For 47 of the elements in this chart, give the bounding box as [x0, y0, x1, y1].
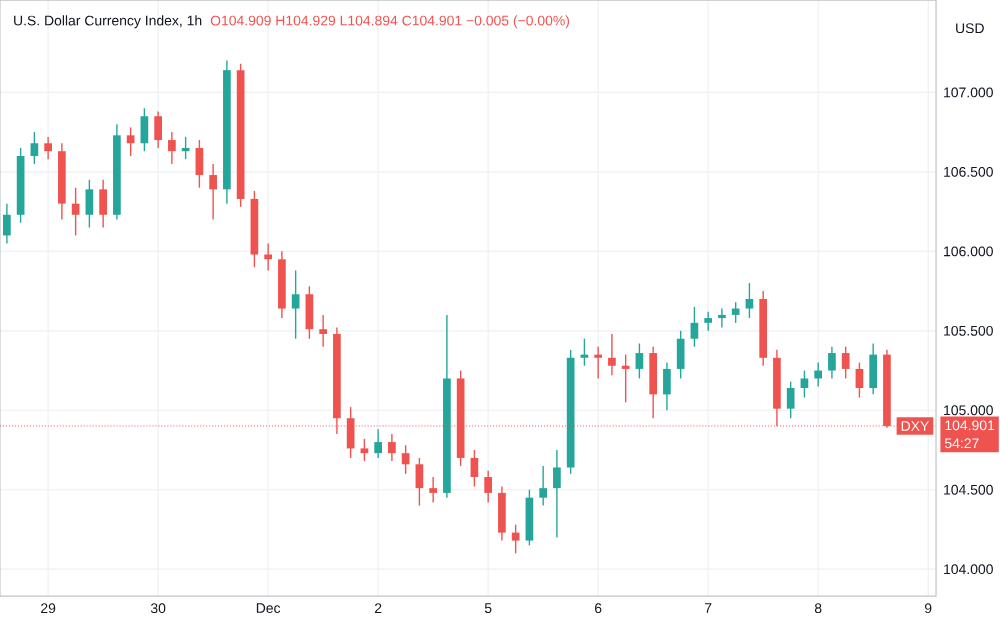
candlestick [126, 126, 135, 157]
candlestick [140, 107, 149, 152]
candlestick [649, 345, 658, 419]
candlestick [676, 330, 685, 380]
candlestick [553, 449, 561, 539]
candlestick [786, 380, 795, 419]
candlestick [841, 345, 850, 380]
candlestick [525, 489, 534, 547]
candlestick [814, 361, 823, 388]
candlestick [401, 444, 410, 475]
candlestick [690, 306, 699, 348]
candlestick [154, 110, 162, 149]
candlestick [429, 476, 437, 504]
candlestick [731, 301, 740, 324]
candlestick [484, 469, 492, 504]
candlestick [470, 449, 479, 488]
candlestick [511, 524, 520, 554]
candlestick [498, 485, 506, 542]
candlestick [30, 131, 39, 165]
candlestick [608, 333, 616, 376]
candlestick [209, 163, 217, 221]
candlestick [291, 269, 300, 340]
candlestick [168, 131, 176, 165]
candlestick [85, 179, 94, 229]
candlestick [621, 353, 630, 404]
candlestick [319, 314, 327, 348]
candlestick [99, 179, 107, 229]
candlestick [745, 282, 754, 319]
candlestick [539, 465, 548, 507]
candlestick [305, 285, 314, 340]
candlestick [663, 361, 671, 411]
candlestick [374, 428, 382, 459]
candlestick [800, 369, 809, 399]
candlestick [3, 202, 11, 245]
candlestick [415, 457, 424, 507]
candlestick [869, 342, 878, 396]
candlestick [635, 342, 644, 380]
candlestick [594, 345, 603, 380]
candlestick [71, 187, 80, 237]
candlestick [360, 438, 369, 462]
candlestick [704, 311, 713, 332]
candlestick [44, 136, 52, 160]
candlestick [195, 139, 204, 189]
candlestick [718, 307, 726, 329]
candlestick [388, 433, 396, 462]
candlestick [828, 345, 836, 380]
candlestick [855, 361, 864, 399]
